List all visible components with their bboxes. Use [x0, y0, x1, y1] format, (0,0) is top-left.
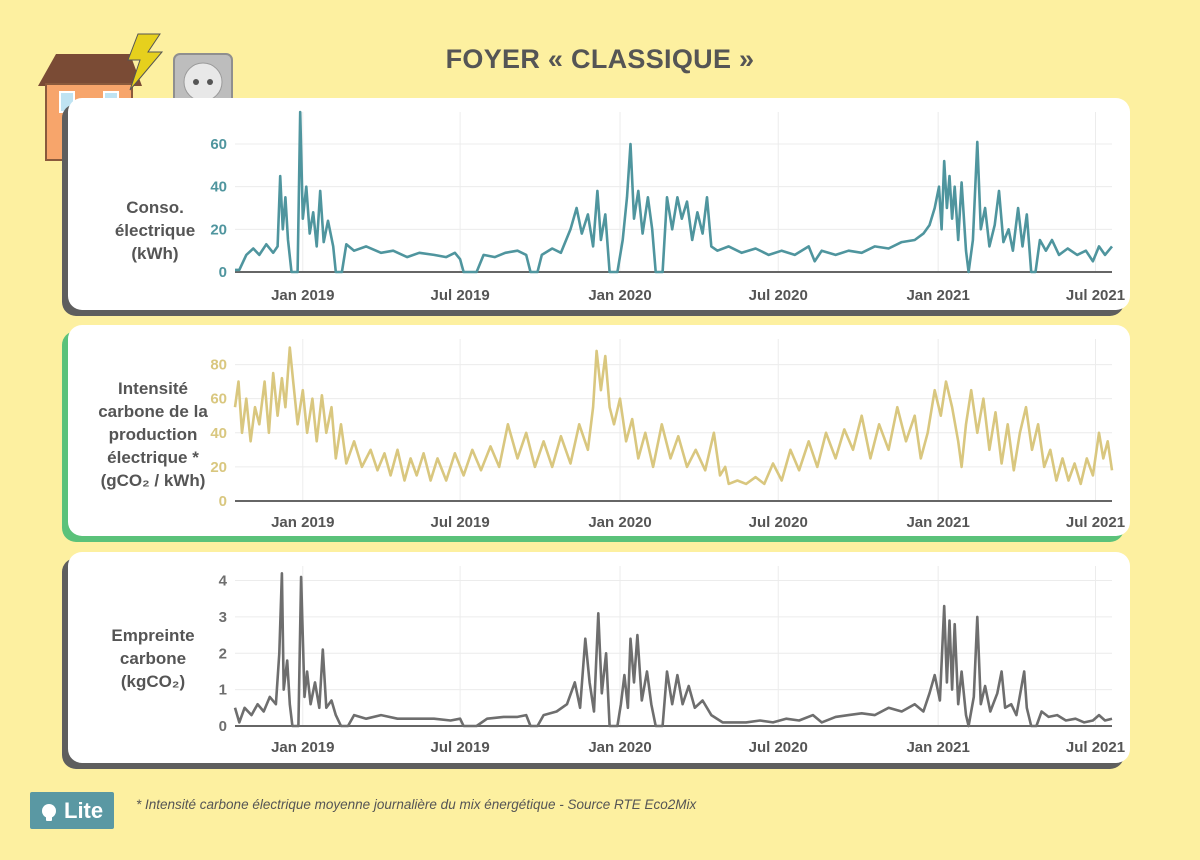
ylabel-line: Intensité — [118, 379, 188, 398]
carbon-footprint-panel: Empreinte carbone (kgCO₂) Jan 2019 Jul 20… — [68, 552, 1130, 763]
ylabel-line: électrique — [114, 221, 196, 240]
footprint-y-label: Empreinte carbone (kgCO₂) — [78, 624, 228, 693]
x-tick-label: Jan 2021 — [906, 514, 969, 531]
x-tick-label: Jan 2019 — [271, 514, 334, 531]
x-tick-label: Jan 2020 — [588, 287, 651, 304]
ylabel-line: (kgCO₂) — [120, 672, 186, 691]
logo-text: Lite — [64, 797, 104, 823]
consumption-panel: Conso. électrique (kWh) Jan 2019 Jul 2019… — [68, 98, 1130, 310]
ylabel-line: (gCO₂ / kWh) — [100, 471, 206, 490]
ylabel-line: électrique * — [107, 448, 199, 467]
y-tick-label: 0 — [219, 718, 227, 735]
x-tick-label: Jul 2019 — [431, 287, 490, 304]
y-tick-label: 80 — [210, 357, 227, 374]
y-tick-label: 1 — [219, 682, 227, 699]
x-tick-label: Jul 2020 — [749, 287, 808, 304]
ylabel-line: production — [108, 425, 198, 444]
x-tick-label: Jan 2019 — [271, 739, 334, 756]
ylabel-line: carbone — [119, 649, 187, 668]
x-tick-label: Jul 2019 — [431, 739, 490, 756]
y-tick-label: 40 — [210, 179, 227, 196]
y-tick-label: 0 — [219, 264, 227, 281]
y-tick-label: 4 — [219, 573, 228, 590]
ylabel-line: (kWh) — [131, 244, 179, 263]
x-tick-label: Jan 2019 — [271, 287, 334, 304]
x-tick-label: Jul 2019 — [431, 514, 490, 531]
y-tick-label: 2 — [219, 645, 227, 662]
y-tick-label: 0 — [219, 493, 227, 510]
x-tick-label: Jan 2020 — [588, 739, 651, 756]
source-footnote: * Intensité carbone électrique moyenne j… — [136, 797, 697, 812]
consumption-chart: Jan 2019 Jul 2019 Jan 2020 Jul 2020 Jan 2021… — [210, 110, 1125, 304]
y-tick-label: 60 — [210, 136, 227, 153]
footprint-chart: Jan 2019 Jul 2019 Jan 2020 Jul 2020 Jan 2021… — [219, 566, 1125, 756]
lite-logo: Lite — [30, 792, 114, 829]
consumption-y-label: Conso. électrique (kWh) — [90, 196, 220, 265]
x-tick-label: Jan 2021 — [906, 287, 969, 304]
y-tick-label: 20 — [210, 459, 227, 476]
series-line — [235, 110, 1114, 274]
x-tick-label: Jul 2020 — [749, 514, 808, 531]
x-tick-label: Jul 2021 — [1066, 287, 1125, 304]
x-tick-label: Jul 2021 — [1066, 739, 1125, 756]
lightning-icon — [127, 33, 164, 91]
ylabel-line: carbone de la — [98, 402, 208, 421]
x-tick-label: Jul 2020 — [749, 739, 808, 756]
lightbulb-icon — [42, 803, 56, 821]
page-title: FOYER « CLASSIQUE » — [445, 44, 755, 74]
ylabel-line: Empreinte — [111, 626, 195, 645]
series-line — [233, 571, 1113, 728]
x-tick-label: Jan 2020 — [588, 514, 651, 531]
y-tick-label: 3 — [219, 609, 227, 626]
intensity-y-label: Intensité carbone de la production élect… — [78, 377, 228, 492]
y-tick-label: 20 — [210, 221, 227, 238]
carbon-intensity-panel: Intensité carbone de la production élect… — [68, 325, 1130, 536]
x-tick-label: Jan 2021 — [906, 739, 969, 756]
series-line — [233, 346, 1114, 486]
y-tick-label: 40 — [210, 425, 227, 442]
ylabel-line: Conso. — [126, 198, 184, 217]
x-tick-label: Jul 2021 — [1066, 514, 1125, 531]
intensity-chart: Jan 2019 Jul 2019 Jan 2020 Jul 2020 Jan 2021… — [210, 339, 1125, 531]
y-tick-label: 60 — [210, 391, 227, 408]
